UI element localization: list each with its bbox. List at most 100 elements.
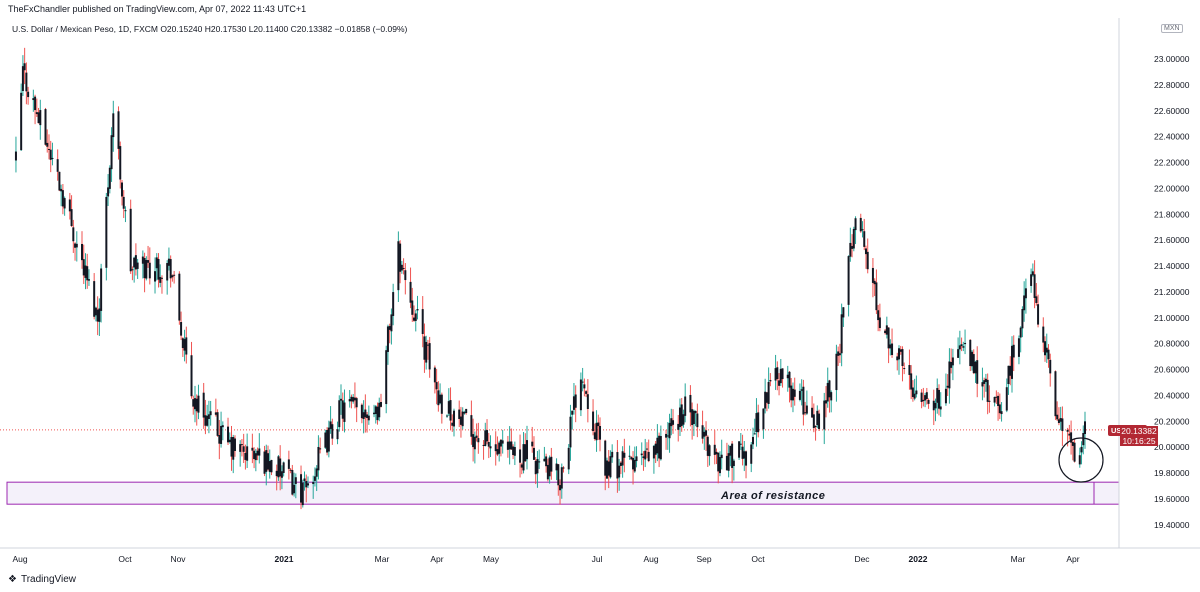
- candle-body[interactable]: [1071, 441, 1074, 446]
- candle-body[interactable]: [974, 361, 977, 374]
- candle-body[interactable]: [1009, 365, 1012, 376]
- candle-body[interactable]: [378, 402, 381, 418]
- candle-body[interactable]: [743, 451, 746, 459]
- candle-body[interactable]: [376, 406, 379, 421]
- candle-body[interactable]: [1037, 304, 1040, 325]
- candle-body[interactable]: [1023, 295, 1026, 311]
- candle-body[interactable]: [68, 199, 71, 212]
- candle-body[interactable]: [120, 182, 123, 197]
- candle-body[interactable]: [74, 243, 77, 248]
- candle-body[interactable]: [263, 451, 266, 474]
- candle-body[interactable]: [720, 454, 723, 459]
- candle-body[interactable]: [889, 344, 892, 349]
- candle-body[interactable]: [971, 351, 974, 367]
- candle-body[interactable]: [390, 314, 393, 332]
- candle-body[interactable]: [854, 218, 857, 231]
- candle-body[interactable]: [251, 447, 254, 451]
- candle-body[interactable]: [193, 398, 196, 410]
- candle-body[interactable]: [559, 485, 562, 491]
- candle-body[interactable]: [173, 274, 176, 276]
- candle-body[interactable]: [58, 171, 61, 191]
- candle-body[interactable]: [1012, 344, 1015, 358]
- candle-body[interactable]: [1033, 274, 1036, 298]
- candle-body[interactable]: [957, 349, 960, 358]
- candle-body[interactable]: [327, 427, 330, 452]
- candle-body[interactable]: [1061, 418, 1064, 432]
- candle-body[interactable]: [1057, 419, 1060, 424]
- candle-body[interactable]: [386, 326, 389, 352]
- candle-body[interactable]: [885, 325, 888, 335]
- candle-body[interactable]: [550, 456, 553, 472]
- candle-body[interactable]: [652, 445, 655, 459]
- candle-body[interactable]: [847, 256, 850, 305]
- candle-body[interactable]: [324, 432, 327, 448]
- candle-body[interactable]: [592, 411, 595, 432]
- candle-body[interactable]: [595, 422, 598, 441]
- candle-body[interactable]: [804, 412, 807, 414]
- candle-body[interactable]: [86, 266, 89, 281]
- candle-body[interactable]: [1000, 411, 1003, 415]
- candle-body[interactable]: [379, 402, 382, 407]
- candle-body[interactable]: [835, 353, 838, 391]
- candle-body[interactable]: [463, 412, 466, 414]
- candle-body[interactable]: [946, 385, 949, 388]
- candle-body[interactable]: [39, 110, 42, 126]
- candle-body[interactable]: [155, 257, 158, 269]
- candle-body[interactable]: [546, 464, 549, 480]
- candle-body[interactable]: [988, 400, 991, 402]
- candle-body[interactable]: [61, 190, 64, 207]
- candle-body[interactable]: [543, 458, 546, 462]
- candle-body[interactable]: [811, 407, 814, 418]
- candle-body[interactable]: [317, 446, 320, 471]
- candle-body[interactable]: [1024, 288, 1027, 299]
- candle-body[interactable]: [997, 395, 1000, 407]
- candle-body[interactable]: [275, 470, 278, 477]
- candle-body[interactable]: [818, 413, 821, 429]
- candle-body[interactable]: [280, 471, 283, 478]
- candle-body[interactable]: [910, 373, 913, 390]
- candle-body[interactable]: [937, 389, 940, 409]
- candle-body[interactable]: [920, 392, 923, 402]
- candle-body[interactable]: [691, 409, 694, 426]
- candle-body[interactable]: [178, 273, 181, 321]
- candle-body[interactable]: [190, 355, 193, 397]
- candle-body[interactable]: [604, 440, 607, 476]
- candle-body[interactable]: [538, 461, 541, 463]
- candle-body[interactable]: [1047, 349, 1050, 360]
- candle-body[interactable]: [715, 451, 718, 455]
- candle-body[interactable]: [781, 368, 784, 380]
- candle-body[interactable]: [642, 456, 645, 459]
- candle-body[interactable]: [171, 275, 174, 278]
- candle-body[interactable]: [287, 459, 290, 469]
- candle-body[interactable]: [891, 343, 894, 356]
- candle-body[interactable]: [207, 414, 210, 419]
- candle-body[interactable]: [353, 397, 356, 401]
- candle-body[interactable]: [859, 217, 862, 232]
- candle-body[interactable]: [84, 265, 87, 278]
- candle-body[interactable]: [37, 112, 40, 124]
- candle-body[interactable]: [129, 208, 132, 272]
- candle-body[interactable]: [141, 256, 144, 264]
- candle-body[interactable]: [439, 394, 442, 404]
- candle-body[interactable]: [703, 431, 706, 437]
- candle-body[interactable]: [458, 409, 461, 419]
- candle-body[interactable]: [896, 356, 899, 361]
- candle-body[interactable]: [1030, 274, 1033, 286]
- candle-body[interactable]: [805, 405, 808, 414]
- candle-body[interactable]: [433, 367, 436, 383]
- candle-body[interactable]: [532, 447, 535, 460]
- candle-body[interactable]: [1068, 433, 1071, 436]
- candle-body[interactable]: [950, 362, 953, 368]
- candle-body[interactable]: [802, 386, 805, 415]
- candle-body[interactable]: [404, 270, 407, 281]
- candle-body[interactable]: [585, 391, 588, 394]
- candle-body[interactable]: [338, 400, 341, 428]
- candle-body[interactable]: [597, 422, 600, 427]
- candle-body[interactable]: [350, 396, 353, 402]
- candle-body[interactable]: [632, 457, 635, 470]
- candle-body[interactable]: [197, 395, 200, 413]
- candle-body[interactable]: [583, 384, 586, 389]
- candle-body[interactable]: [569, 416, 572, 448]
- candle-body[interactable]: [470, 415, 473, 437]
- candle-body[interactable]: [364, 409, 367, 418]
